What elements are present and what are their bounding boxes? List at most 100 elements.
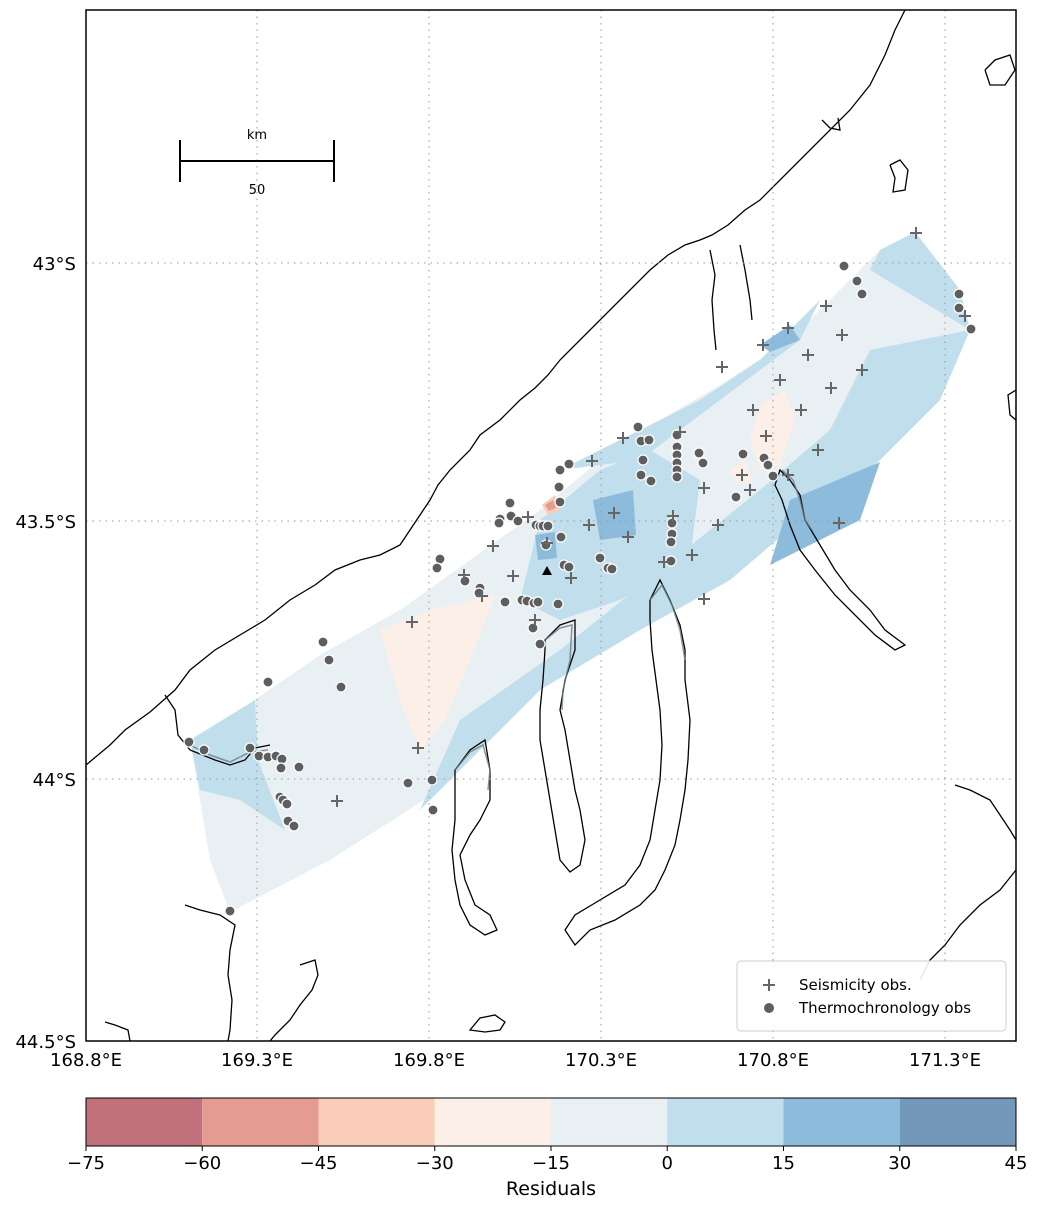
lat-label: 44.5°S bbox=[15, 1032, 76, 1053]
thermo-point bbox=[553, 481, 565, 493]
colorbar-bin bbox=[202, 1098, 319, 1146]
colorbar-tick-label: −60 bbox=[183, 1153, 221, 1174]
thermo-point bbox=[563, 458, 575, 470]
seismic-point bbox=[716, 361, 728, 373]
thermo-point bbox=[671, 471, 683, 483]
contour-band-0-15-se bbox=[420, 330, 970, 810]
map-area bbox=[86, 10, 1016, 1041]
scale-bar: km 50 bbox=[179, 128, 335, 198]
legend-box bbox=[736, 960, 1007, 1032]
colorbar-title: Residuals bbox=[506, 1178, 596, 1200]
thermo-point bbox=[665, 536, 677, 548]
seismic-point bbox=[583, 519, 595, 531]
seismic-point bbox=[617, 432, 629, 444]
seismic-point bbox=[529, 614, 541, 626]
seismic-point bbox=[820, 300, 832, 312]
colorbar-bins bbox=[86, 1098, 1016, 1146]
seismic-point bbox=[487, 540, 499, 552]
thermo-point bbox=[767, 470, 779, 482]
seismic-point bbox=[757, 339, 769, 351]
lake-tekapo bbox=[564, 578, 691, 947]
contour-band-0-15-ne bbox=[870, 232, 970, 330]
island-ne-1 bbox=[889, 159, 909, 193]
seismic-point bbox=[825, 382, 837, 394]
seismic-point bbox=[856, 364, 868, 376]
contour-band-neg30-neg15-west bbox=[380, 595, 495, 750]
lat-label: 43°S bbox=[33, 254, 76, 275]
lake-south-mid bbox=[269, 959, 319, 1041]
thermo-point bbox=[552, 598, 564, 610]
seismic-point bbox=[412, 742, 424, 754]
colorbar: −75 −60 −45 −30 −15 0 15 30 45 Residuals bbox=[67, 1097, 1028, 1200]
colorbar-tick-label: 30 bbox=[888, 1153, 911, 1174]
colorbar-tick-label: 15 bbox=[772, 1153, 795, 1174]
thermochronology-markers bbox=[183, 260, 977, 917]
seismic-point bbox=[747, 404, 759, 416]
thermo-point bbox=[512, 515, 524, 527]
thermo-point bbox=[288, 820, 300, 832]
colorbar-tick-label: −75 bbox=[67, 1153, 105, 1174]
lake-pukaki bbox=[539, 619, 586, 873]
seismic-point bbox=[406, 616, 418, 628]
colorbar-bin bbox=[86, 1098, 203, 1146]
thermo-point bbox=[323, 654, 335, 666]
colorbar-bin bbox=[667, 1098, 784, 1146]
seismic-point bbox=[760, 430, 772, 442]
colorbar-bin bbox=[318, 1098, 435, 1146]
seismic-point bbox=[812, 444, 824, 456]
seismic-point bbox=[458, 569, 470, 581]
seismic-point bbox=[782, 322, 794, 334]
seismic-point bbox=[686, 549, 698, 561]
colorbar-tick-label: −30 bbox=[416, 1153, 454, 1174]
thermo-point bbox=[281, 798, 293, 810]
thermo-point bbox=[554, 464, 566, 476]
thermo-point bbox=[427, 804, 439, 816]
contour-band-neg30-neg15-east bbox=[750, 390, 795, 470]
reference-station-triangle bbox=[542, 566, 552, 575]
lat-label: 44°S bbox=[33, 770, 76, 791]
thermo-point bbox=[856, 288, 868, 300]
seismic-point bbox=[674, 426, 686, 438]
seismic-point bbox=[507, 570, 519, 582]
lake-south-bl bbox=[104, 1021, 131, 1041]
thermo-point bbox=[730, 491, 742, 503]
thermo-point bbox=[697, 457, 709, 469]
thermo-point bbox=[594, 552, 606, 564]
thermo-point bbox=[693, 447, 705, 459]
lon-label: 169.3°E bbox=[221, 1050, 293, 1071]
lon-label: 168.8°E bbox=[50, 1050, 122, 1071]
seismic-point bbox=[795, 404, 807, 416]
legend-plus-icon bbox=[763, 979, 775, 991]
lat-label: 43.5°S bbox=[15, 512, 76, 533]
seismic-point bbox=[586, 455, 598, 467]
colorbar-bin bbox=[551, 1098, 668, 1146]
seismic-point bbox=[774, 374, 786, 386]
seismic-point bbox=[331, 795, 343, 807]
contour-band-neg60-neg45 bbox=[545, 500, 556, 511]
colorbar-tick-label: 0 bbox=[662, 1153, 673, 1174]
lon-label: 169.8°E bbox=[393, 1050, 465, 1071]
thermo-point bbox=[555, 531, 567, 543]
coast-se-2 bbox=[919, 869, 1016, 981]
lon-label: 171.3°E bbox=[909, 1050, 981, 1071]
seismic-point bbox=[712, 519, 724, 531]
thermo-point bbox=[275, 762, 287, 774]
peninsula-nw-2 bbox=[739, 244, 753, 321]
contour-band-15-30-d bbox=[760, 325, 800, 352]
thermo-point bbox=[499, 596, 511, 608]
thermo-point bbox=[953, 288, 965, 300]
latitude-labels: 43°S 43.5°S 44°S 44.5°S bbox=[15, 254, 76, 1053]
thermo-point bbox=[431, 562, 443, 574]
thermo-point bbox=[534, 638, 546, 650]
thermo-point bbox=[953, 302, 965, 314]
colorbar-tick-label: 45 bbox=[1005, 1153, 1028, 1174]
thermo-point bbox=[244, 742, 256, 754]
colorbar-tick-label: −45 bbox=[300, 1153, 338, 1174]
lake-south-small bbox=[468, 1014, 506, 1033]
thermo-point bbox=[183, 736, 195, 748]
contour-band-0-15-sw bbox=[190, 700, 285, 830]
seismic-point bbox=[836, 329, 848, 341]
legend: Seismicity obs. Thermochronology obs bbox=[736, 960, 1007, 1032]
seismic-point bbox=[782, 469, 794, 481]
seismic-point bbox=[622, 531, 634, 543]
